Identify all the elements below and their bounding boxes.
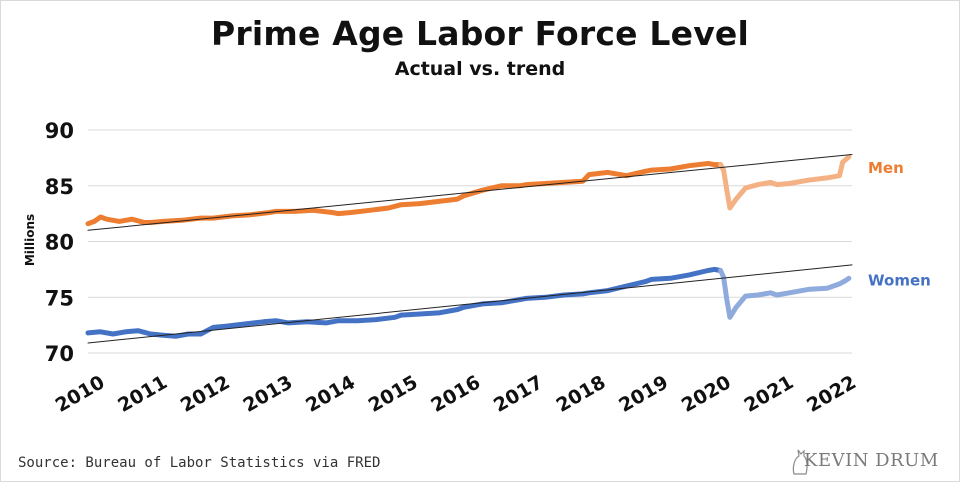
y-tick-label: 70	[45, 342, 74, 366]
series-line-women	[85, 266, 723, 339]
chart-title: Prime Age Labor Force Level	[210, 14, 749, 53]
y-tick-label: 85	[45, 175, 74, 199]
chart-subtitle: Actual vs. trend	[394, 58, 566, 80]
x-tick-label: 2017	[490, 371, 547, 416]
x-tick-label: 2010	[52, 371, 109, 416]
y-tick-label: 75	[45, 286, 74, 310]
series-labels: Men Women	[868, 159, 931, 290]
series-lines	[85, 154, 853, 344]
x-tick-label: 2021	[741, 371, 798, 416]
x-tick-label: 2022	[803, 371, 860, 416]
logo-text: KEVIN DRUM	[804, 450, 939, 471]
series-line-men-trend	[87, 154, 853, 231]
logo: KEVIN DRUM	[790, 446, 940, 476]
x-tick-label: 2011	[114, 371, 171, 416]
x-tick-label: 2013	[240, 371, 297, 416]
series-label-women: Women	[868, 271, 931, 289]
y-axis-label: Millions	[23, 214, 37, 266]
x-tick-label: 2012	[177, 371, 234, 416]
series-line-women-after-2020	[718, 268, 852, 320]
y-axis-ticks: 70 75 80 85 90	[45, 119, 74, 366]
series-line-men	[85, 161, 723, 227]
x-tick-label: 2015	[365, 371, 422, 416]
x-tick-label: 2014	[302, 371, 359, 416]
x-tick-label: 2019	[615, 371, 672, 416]
y-tick-label: 80	[45, 231, 74, 255]
source-note: Source: Bureau of Labor Statistics via F…	[18, 455, 381, 471]
series-label-men: Men	[868, 159, 904, 177]
series-line-men-after-2020	[718, 154, 852, 211]
series-line-women-trend	[87, 264, 853, 344]
gridlines	[88, 129, 852, 354]
x-tick-label: 2020	[678, 371, 735, 416]
y-tick-label: 90	[45, 119, 74, 143]
cat-icon	[792, 449, 808, 475]
x-axis-ticks: 2010 2011 2012 2013 2014 2015 2016 2017 2018 2019…	[52, 371, 860, 416]
x-tick-label: 2016	[427, 371, 484, 416]
x-tick-label: 2018	[553, 371, 610, 416]
